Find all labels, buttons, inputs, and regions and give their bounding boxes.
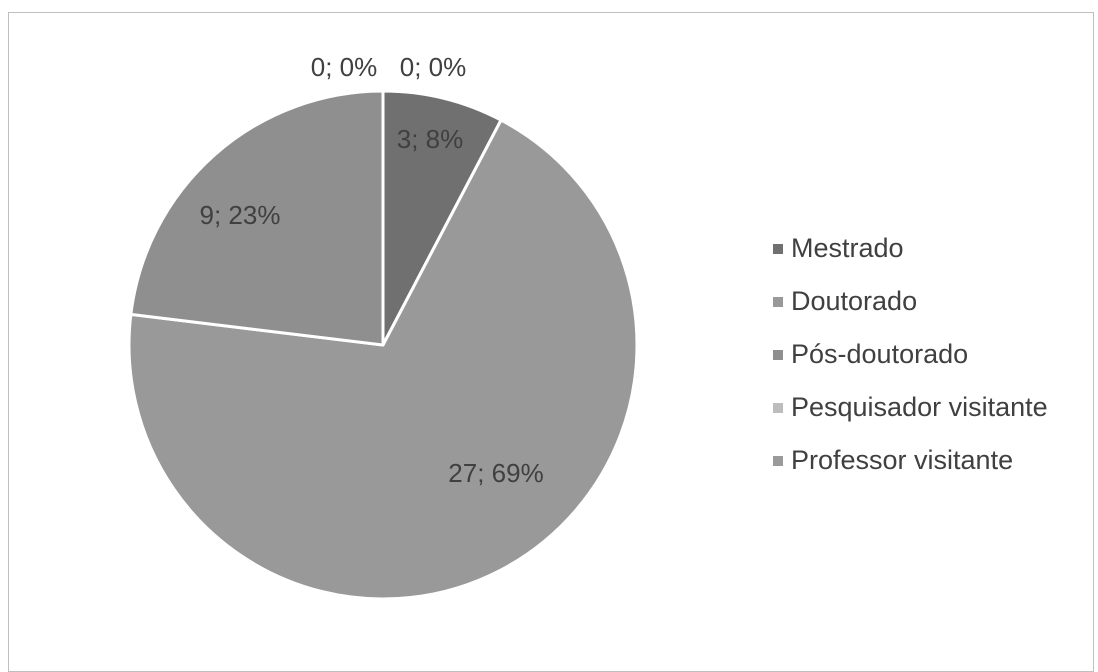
legend-label: Professor visitante: [791, 445, 1014, 475]
legend-swatch: [773, 243, 783, 254]
legend: Mestrado Doutorado Pós-doutorado Pesquis…: [773, 222, 1048, 487]
data-label-pos-doutorado: 9; 23%: [200, 200, 281, 230]
data-label-professor-visitante: 0; 0%: [400, 52, 467, 82]
legend-swatch: [773, 349, 783, 360]
legend-label: Pós-doutorado: [791, 339, 969, 369]
data-label-mestrado: 3; 8%: [397, 124, 464, 154]
pie-slices: [127, 89, 639, 601]
legend-item-professor-visitante: Professor visitante: [773, 434, 1048, 487]
legend-item-doutorado: Doutorado: [773, 275, 1048, 328]
pie-slice-pos-doutorado: [129, 89, 385, 347]
pie-slice-doutorado: [127, 118, 639, 601]
data-labels: 3; 8% 27; 69% 9; 23% 0; 0% 0; 0%: [200, 52, 544, 488]
legend-swatch: [773, 296, 783, 307]
legend-item-mestrado: Mestrado: [773, 222, 1048, 275]
data-label-doutorado: 27; 69%: [448, 458, 543, 488]
legend-swatch: [773, 402, 783, 413]
data-label-pesquisador-visitante: 0; 0%: [311, 52, 378, 82]
legend-label: Pesquisador visitante: [791, 392, 1048, 422]
pie-slice-mestrado: [381, 89, 503, 347]
legend-label: Doutorado: [791, 286, 918, 316]
legend-item-pos-doutorado: Pós-doutorado: [773, 328, 1048, 381]
legend-item-pesquisador-visitante: Pesquisador visitante: [773, 381, 1048, 434]
legend-swatch: [773, 455, 783, 466]
legend-label: Mestrado: [791, 233, 904, 263]
